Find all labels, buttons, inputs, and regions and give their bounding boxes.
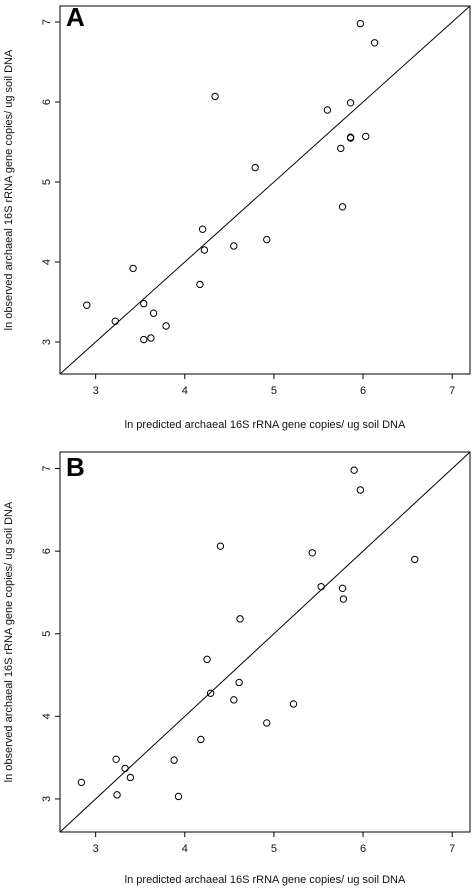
data-point <box>121 764 129 773</box>
data-point <box>126 773 135 782</box>
data-point <box>235 678 243 687</box>
y-tick-label: 6 <box>41 99 53 105</box>
y-tick-label: 4 <box>41 259 53 265</box>
panel-letter: A <box>66 2 85 32</box>
y-tick-label: 4 <box>41 713 53 719</box>
x-tick-label: 5 <box>271 385 277 397</box>
plot-frame <box>59 451 471 833</box>
data-point <box>338 203 347 211</box>
data-point <box>323 106 332 114</box>
data-point <box>112 755 120 764</box>
x-tick-label: 6 <box>360 385 366 397</box>
data-point <box>338 584 347 593</box>
data-point <box>263 719 271 727</box>
data-point <box>251 163 259 172</box>
y-axis-label: ln observed archaeal 16S rRNA gene copie… <box>3 49 15 330</box>
x-tick-label: 6 <box>360 843 366 855</box>
plot-frame <box>59 5 471 375</box>
data-point <box>236 615 244 623</box>
data-point <box>308 549 316 557</box>
y-tick-label: 7 <box>41 465 53 471</box>
panel-b: 3 4 5 6 7 3 4 5 6 7 Bln predicted archaeal 16S rRN… <box>3 451 471 886</box>
x-tick-label: 4 <box>182 843 188 855</box>
x-tick-label: 7 <box>449 385 455 397</box>
data-point <box>230 242 238 250</box>
data-point <box>230 696 238 704</box>
data-point <box>356 486 365 494</box>
y-tick-label: 5 <box>41 179 53 185</box>
data-point <box>203 655 211 664</box>
y-tick-label: 3 <box>41 339 53 345</box>
data-point <box>113 791 121 799</box>
data-point <box>147 334 155 342</box>
x-axis-label: ln predicted archaeal 16S rRNA gene copi… <box>125 419 406 431</box>
data-point <box>206 689 215 697</box>
data-point <box>317 582 325 591</box>
x-tick-label: 3 <box>93 843 99 855</box>
data-point <box>289 700 298 708</box>
data-point <box>263 235 271 244</box>
data-point <box>346 134 355 142</box>
data-point <box>211 92 219 101</box>
data-point <box>362 132 370 141</box>
data-point <box>216 542 225 550</box>
data-point <box>346 99 355 107</box>
panel-a: 3 4 5 6 7 3 4 5 6 7 Aln predicted archaeal 16S rRN… <box>3 2 471 431</box>
data-point <box>370 39 379 47</box>
data-point <box>339 595 348 603</box>
data-point <box>200 246 209 254</box>
data-point <box>162 322 170 330</box>
y-tick-label: 5 <box>41 631 53 637</box>
reference-line <box>59 5 471 375</box>
data-point <box>83 301 91 309</box>
data-point <box>197 735 205 744</box>
data-point <box>140 335 148 344</box>
data-point <box>411 555 419 564</box>
data-point <box>350 466 358 474</box>
x-axis-label: ln predicted archaeal 16S rRNA gene copi… <box>125 874 406 886</box>
data-point <box>337 144 345 153</box>
y-tick-label: 6 <box>41 548 53 554</box>
panel-letter: B <box>66 452 85 482</box>
data-point <box>129 264 137 273</box>
data-point <box>111 317 119 325</box>
data-point <box>174 792 183 801</box>
data-point <box>196 280 204 289</box>
x-tick-label: 5 <box>271 843 277 855</box>
y-tick-label: 3 <box>41 796 53 802</box>
data-point <box>77 778 86 787</box>
x-tick-label: 4 <box>182 385 188 397</box>
x-tick-label: 7 <box>449 843 455 855</box>
data-point <box>149 309 158 317</box>
data-point <box>140 299 148 308</box>
data-point <box>356 19 365 28</box>
x-tick-label: 3 <box>93 385 99 397</box>
data-point <box>198 225 207 233</box>
data-point <box>170 756 178 764</box>
y-tick-label: 7 <box>41 19 53 25</box>
y-axis-label: ln observed archaeal 16S rRNA gene copie… <box>3 501 15 782</box>
